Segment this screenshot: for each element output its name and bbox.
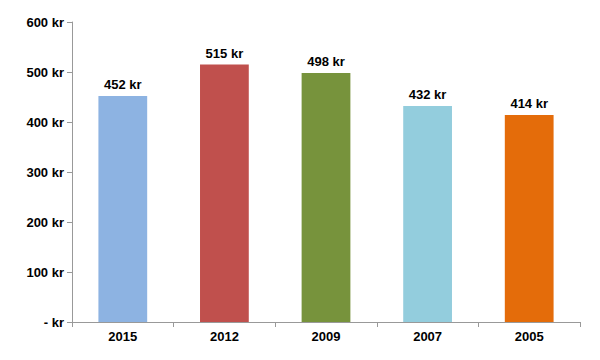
- svg-text:452 kr: 452 kr: [104, 77, 142, 92]
- svg-text:300 kr: 300 kr: [26, 165, 64, 180]
- svg-text:2015: 2015: [108, 329, 137, 344]
- svg-text:600 kr: 600 kr: [26, 15, 64, 30]
- svg-text:400 kr: 400 kr: [26, 115, 64, 130]
- svg-text:- kr: - kr: [44, 315, 64, 330]
- svg-text:2005: 2005: [515, 329, 544, 344]
- svg-text:432 kr: 432 kr: [409, 87, 447, 102]
- svg-text:498 kr: 498 kr: [307, 54, 345, 69]
- svg-text:200 kr: 200 kr: [26, 215, 64, 230]
- svg-text:2012: 2012: [210, 329, 239, 344]
- svg-text:515 kr: 515 kr: [206, 46, 244, 61]
- svg-text:500 kr: 500 kr: [26, 65, 64, 80]
- svg-text:100 kr: 100 kr: [26, 265, 64, 280]
- svg-text:414 kr: 414 kr: [510, 96, 548, 111]
- svg-text:2007: 2007: [413, 329, 442, 344]
- svg-text:2009: 2009: [312, 329, 341, 344]
